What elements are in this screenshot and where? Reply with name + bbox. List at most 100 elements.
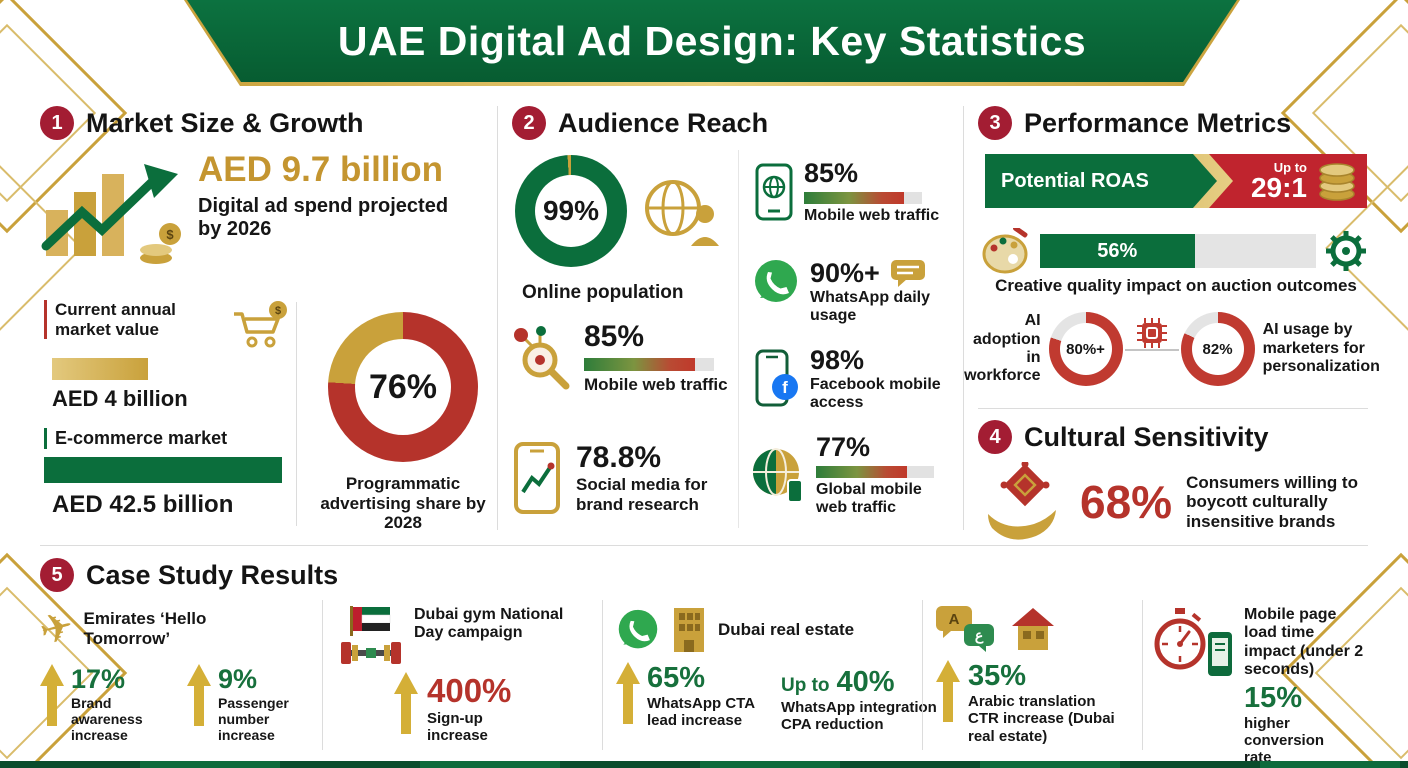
case-gym-title: Dubai gym National Day campaign: [414, 606, 564, 642]
divider: [40, 545, 1368, 546]
facebook-access-label: Facebook mobile access: [810, 376, 941, 412]
whatsapp-icon: [618, 609, 658, 649]
divider: [738, 150, 739, 528]
programmatic-donut-block: 76% Programmatic advertising share by 20…: [318, 312, 488, 533]
dollar-coin-glyph: $: [166, 227, 174, 242]
case-realestate-stat1-label: WhatsApp CTA lead increase: [647, 695, 755, 730]
global-mobile-label: Global mobile web traffic: [816, 481, 922, 517]
creative-quality-caption: Creative quality impact on auction outco…: [995, 276, 1357, 295]
social-media-label: Social media for brand research: [576, 475, 708, 514]
phone-chart-icon: [514, 442, 560, 514]
translate-latin-glyph: A: [949, 611, 960, 628]
case-gym-label: Sign-up increase: [427, 710, 488, 745]
divider: [497, 106, 498, 530]
section-title-market: Market Size & Growth: [86, 107, 364, 138]
case-pageload-label: higher conversion rate: [1244, 714, 1325, 767]
ecommerce-value: AED 42.5 billion: [52, 490, 234, 518]
chat-bubble-icon: [890, 259, 925, 287]
creative-quality-bar: 56%: [1040, 234, 1316, 268]
programmatic-donut-chart: 76%: [328, 312, 478, 462]
globe-phone-icon: [753, 447, 803, 503]
roas-prefix: Up to: [1273, 159, 1307, 175]
current-market-bar: [52, 358, 148, 380]
case-emirates-stat2-value: 9%: [218, 664, 258, 694]
current-market-label: Current annual market value: [44, 300, 194, 340]
case-realestate-stat2-label: WhatsApp integration CPA reduction: [781, 699, 937, 734]
social-media-value: 78.8%: [576, 441, 662, 475]
section-badge-3: 3: [978, 106, 1012, 140]
section-badge-2: 2: [512, 106, 546, 140]
section-title-audience: Audience Reach: [558, 107, 769, 138]
creative-quality-row: 56%: [982, 228, 1368, 274]
ai-adoption-donut: 80%+: [1048, 312, 1123, 386]
section-market-header: 1 Market Size & Growth: [40, 106, 364, 140]
section-title-cultural: Cultural Sensitivity: [1024, 421, 1269, 452]
ai-adoption-value: 80%+: [1066, 340, 1105, 358]
up-arrow-icon: [394, 672, 418, 734]
programmatic-donut-value: 76%: [368, 367, 438, 406]
online-population-block: 99%: [515, 155, 727, 267]
phone-globe-icon: [755, 163, 793, 221]
case-emirates-stat1-label: Brand awareness increase: [71, 695, 143, 744]
ai-metrics-row: AI adoption in workforce 80%+ 82% AI usa…: [964, 312, 1380, 386]
case-emirates-stat2-label: Passenger number increase: [218, 695, 289, 744]
cultural-stat-block: 68% Consumers willing to boycott cultura…: [980, 462, 1374, 542]
divider: [1142, 600, 1143, 750]
ai-connector: [1124, 312, 1179, 386]
uae-flag-icon: [350, 606, 391, 636]
ai-adoption-label: AI adoption in workforce: [964, 312, 1041, 385]
market-values-block: Current annual market value $ AED 4 bill…: [44, 300, 290, 519]
up-arrow-icon: [936, 660, 960, 722]
dumbbell-icon: [341, 642, 401, 664]
projection-label: Digital ad spend projected by 2026: [198, 194, 449, 241]
header-green-band: UAE Digital Ad Design: Key Statistics: [187, 0, 1237, 82]
market-hero: $ AED 9.7 billion Digital ad spend proje…: [38, 150, 466, 266]
section-cases-header: 5 Case Study Results: [40, 558, 338, 592]
case-gym-value: 400%: [427, 672, 512, 709]
facebook-access-value: 98%: [810, 345, 865, 375]
roas-green-arrow: Potential ROAS: [985, 154, 1217, 208]
mobile-web2-value: 85%: [804, 158, 859, 188]
translate-bubbles-icon: A ع: [936, 606, 994, 652]
cultural-value: 68%: [1080, 476, 1173, 528]
growth-chart-icon: $: [41, 164, 181, 264]
mobile-web-label: Mobile web traffic: [584, 375, 728, 394]
global-mobile-block: 77% Global mobile web traffic: [750, 432, 956, 518]
creative-quality-value: 56%: [1097, 239, 1138, 262]
mobile-web-bar: [584, 358, 714, 371]
search-analytics-icon: [514, 326, 570, 390]
social-media-stat-block: 78.8% Social media for brand research: [512, 440, 736, 516]
header-banner: UAE Digital Ad Design: Key Statistics: [184, 0, 1240, 86]
divider: [978, 408, 1368, 409]
case-realestate-stat2-value: 40%: [836, 666, 895, 698]
shopping-cart-icon: $: [234, 301, 287, 348]
case-gym: Dubai gym National Day campaign 400% Sig…: [338, 606, 598, 745]
case-realestate-title: Dubai real estate: [718, 620, 855, 640]
up-arrow-icon: [40, 664, 64, 726]
online-population-caption: Online population: [522, 282, 684, 303]
divider: [963, 106, 964, 530]
case-realestate-stat2-prefix: Up to: [781, 675, 830, 696]
gear-icon: [1326, 231, 1366, 271]
case-emirates-stat1-value: 17%: [71, 664, 126, 694]
roas-label: Potential ROAS: [1001, 169, 1149, 192]
projection-value: AED 9.7 billion: [198, 150, 444, 189]
coins-stack-icon: [1319, 163, 1355, 201]
facebook-access-block: f 98% Facebook mobile access: [754, 345, 960, 413]
section-badge-1: 1: [40, 106, 74, 140]
roas-banner: Up to 29:1 Potential ROAS: [985, 154, 1367, 208]
dollar-coin-glyph: $: [275, 305, 281, 317]
section-badge-4: 4: [978, 420, 1012, 454]
case-translation-value: 35%: [968, 660, 1027, 692]
case-emirates: ✈ Emirates ‘Hello Tomorrow’ 17% Brand aw…: [35, 604, 318, 744]
online-population-value: 99%: [542, 195, 600, 226]
palette-icon: [982, 228, 1028, 274]
case-realestate: Dubai real estate 65% WhatsApp CTA lead …: [616, 606, 937, 734]
whatsapp-icon: [755, 260, 797, 302]
section-title-cases: Case Study Results: [86, 559, 339, 590]
hand-ornament-icon: [988, 462, 1056, 540]
bottom-accent-strip: [0, 761, 1408, 768]
case-pageload-value: 15%: [1244, 681, 1303, 714]
house-icon: [1012, 608, 1054, 650]
